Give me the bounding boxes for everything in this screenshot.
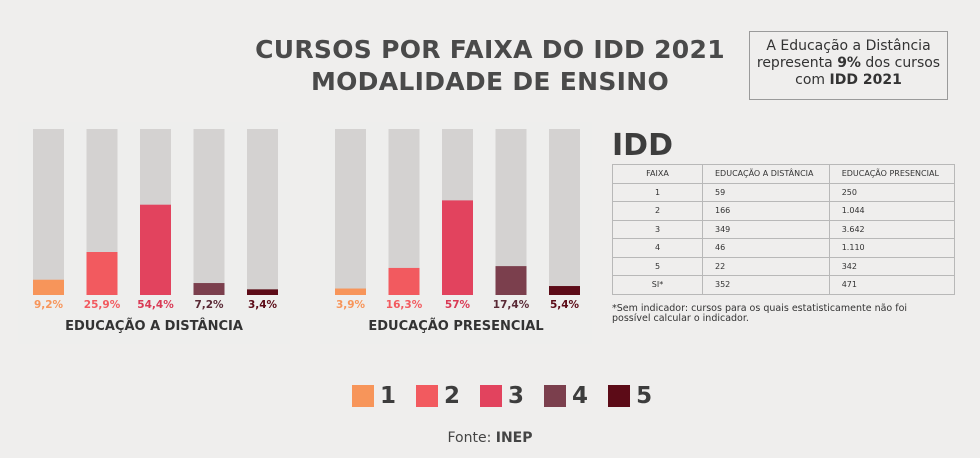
cell-presencial: 1.110: [828, 238, 956, 258]
cell-distancia: 46: [702, 238, 830, 258]
presencial-bar-5: [549, 286, 580, 295]
distancia-bar-4: [193, 283, 225, 295]
cell-faixa: 3: [612, 219, 703, 239]
legend-swatch: [352, 385, 374, 407]
cell-distancia: 59: [702, 182, 830, 202]
distancia-value-label-1: 9,2%: [34, 299, 64, 311]
presencial-value-label-4: 17,4%: [493, 299, 530, 311]
idd-table: FAIXA EDUCAÇÃO A DISTÂNCIA EDUCAÇÃO PRES…: [612, 164, 956, 295]
presencial-bar-3: [442, 200, 473, 295]
presencial-bar-2: [388, 267, 420, 295]
footnote: *Sem indicador: cursos para os quais est…: [612, 303, 908, 324]
legend-swatch: [544, 385, 567, 407]
callout-line-3: com IDD 2021: [795, 72, 902, 88]
cell-presencial: 250: [828, 182, 956, 202]
cell-faixa: 4: [612, 238, 703, 258]
table-header-row: FAIXA EDUCAÇÃO A DISTÂNCIA EDUCAÇÃO PRES…: [612, 164, 956, 184]
legend-swatch: [416, 385, 439, 407]
legend-item-3: 3: [480, 383, 524, 409]
legend-label: 1: [380, 383, 397, 409]
cell-distancia: 22: [702, 256, 830, 276]
presencial-bar-1: [335, 288, 366, 295]
chart-panel-presencial: 3,9% 16,3% 57% 17,4% 5,4% EDUCAÇÃO PRESENCIA…: [320, 122, 592, 344]
cell-faixa: 1: [612, 182, 703, 202]
cell-distancia: 166: [702, 201, 830, 221]
legend-item-4: 4: [544, 383, 588, 409]
legend-label: 2: [444, 383, 461, 409]
cell-distancia: 349: [702, 219, 830, 239]
legend-swatch: [480, 385, 503, 407]
distancia-bar-5: [247, 289, 278, 295]
distancia-value-label-3: 54,4%: [137, 299, 174, 311]
distancia-bar-2: [86, 252, 118, 295]
legend-swatch: [608, 385, 631, 407]
callout-line-2: representa 9% dos cursos: [756, 55, 941, 71]
distancia-value-label-5: 3,4%: [248, 299, 278, 311]
presencial-track-2: [388, 129, 420, 295]
callout-line-1: A Educação a Distância: [766, 38, 931, 54]
cell-distancia: 352: [702, 275, 830, 295]
distancia-value-label-2: 25,9%: [84, 299, 121, 311]
distancia-track-1: [33, 129, 64, 295]
cell-presencial: 1.044: [828, 201, 956, 221]
title-line-2: MODALIDADE DE ENSINO: [310, 67, 670, 96]
legend-item-2: 2: [416, 383, 460, 409]
presencial-value-label-5: 5,4%: [550, 299, 580, 311]
legend-label: 3: [508, 383, 525, 409]
table-row: 1 59 250: [612, 182, 956, 202]
table-row: SI* 352 471: [612, 275, 956, 295]
bar-chart-presencial: 3,9% 16,3% 57% 17,4% 5,4%: [335, 129, 580, 311]
source-line: Fonte: INEP: [447, 430, 533, 446]
cell-presencial: 3.642: [828, 219, 956, 239]
distancia-bar-1: [33, 279, 64, 295]
table-heading: IDD: [612, 128, 673, 163]
presencial-track-1: [335, 129, 366, 295]
legend-item-5: 5: [608, 383, 652, 409]
callout-box: A Educação a Distância representa 9% dos…: [749, 31, 948, 100]
presencial-value-label-2: 16,3%: [386, 299, 423, 311]
distancia-bar-3: [140, 204, 171, 295]
table-row: 4 46 1.110: [612, 238, 956, 258]
distancia-track-4: [193, 129, 225, 295]
presencial-value-label-1: 3,9%: [336, 299, 366, 311]
chart-label-presencial: EDUCAÇÃO PRESENCIAL: [368, 319, 544, 334]
table-row: 5 22 342: [612, 256, 956, 276]
bar-chart-distancia: 9,2% 25,9% 54,4% 7,2% 3,4%: [33, 129, 278, 311]
table-row: 2 166 1.044: [612, 201, 956, 221]
col-header-presencial: EDUCAÇÃO PRESENCIAL: [828, 164, 956, 184]
chart-panel-distancia: 9,2% 25,9% 54,4% 7,2% 3,4% EDUCAÇÃO A DISTÂN…: [18, 122, 290, 344]
col-header-faixa: FAIXA: [612, 164, 703, 184]
cell-faixa: 2: [612, 201, 703, 221]
title-line-1: CURSOS POR FAIXA DO IDD 2021: [255, 35, 725, 64]
distancia-track-5: [247, 129, 278, 295]
distancia-value-label-4: 7,2%: [194, 299, 224, 311]
cell-faixa: SI*: [612, 275, 703, 295]
cell-faixa: 5: [612, 256, 703, 276]
presencial-track-5: [549, 129, 580, 295]
legend: 1 2 3 4 5: [352, 383, 672, 409]
legend-item-1: 1: [352, 383, 396, 409]
presencial-bar-4: [495, 266, 527, 295]
cell-presencial: 471: [828, 275, 956, 295]
chart-label-distancia: EDUCAÇÃO A DISTÂNCIA: [65, 319, 243, 334]
legend-label: 5: [636, 383, 653, 409]
legend-label: 4: [572, 383, 589, 409]
col-header-distancia: EDUCAÇÃO A DISTÂNCIA: [702, 164, 830, 184]
table-row: 3 349 3.642: [612, 219, 956, 239]
chart-title: CURSOS POR FAIXA DO IDD 2021 MODALIDADE …: [230, 34, 750, 98]
presencial-value-label-3: 57%: [445, 299, 471, 311]
cell-presencial: 342: [828, 256, 956, 276]
